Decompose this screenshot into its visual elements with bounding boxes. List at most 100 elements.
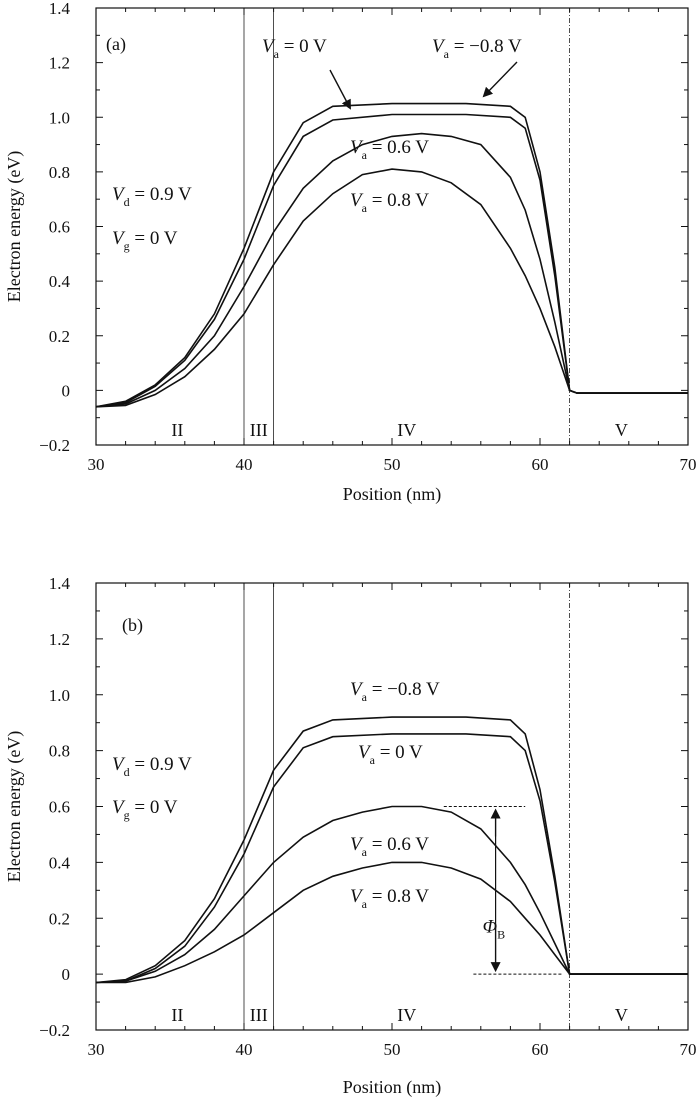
curve-label-subscript: a — [444, 47, 450, 61]
x-tick-label: 70 — [680, 1040, 697, 1059]
y-tick-label: 0.6 — [49, 218, 70, 237]
region-label: III — [250, 420, 268, 440]
barrier-height-label-symbol: Φ — [483, 916, 497, 937]
x-tick-label: 50 — [384, 1040, 401, 1059]
energy-curve-series-4 — [96, 861, 688, 984]
x-axis-title: Position (nm) — [343, 1077, 442, 1098]
curve-label: Va = 0.6 V — [350, 137, 429, 162]
curve-label-symbol: V — [350, 679, 364, 700]
y-tick-label: 0.2 — [49, 909, 70, 928]
label-pointer-arrow — [329, 69, 351, 110]
bias-condition-label-subscript: g — [124, 808, 130, 822]
bias-condition-label-value: = 0.9 V — [130, 754, 192, 775]
curve-label-value: = 0 V — [279, 36, 327, 57]
y-tick-label: 1.0 — [49, 108, 70, 127]
x-tick-label: 40 — [236, 455, 253, 474]
bias-condition-label: Vg = 0 V — [112, 797, 178, 822]
curve-label-subscript: a — [362, 690, 368, 704]
curve-label-subscript: a — [362, 897, 368, 911]
y-tick-label: 1.4 — [49, 574, 71, 593]
x-tick-label: 50 — [384, 455, 401, 474]
region-label: V — [615, 420, 628, 440]
y-axis-title: Electron energy (eV) — [4, 151, 25, 303]
region-label: III — [250, 1005, 268, 1025]
bias-condition-label-symbol: V — [112, 184, 126, 205]
curve-label-symbol: V — [350, 190, 364, 211]
curve-label-symbol: V — [350, 886, 364, 907]
curve-label-symbol: V — [350, 834, 364, 855]
bias-condition-label-value: = 0 V — [130, 228, 178, 249]
energy-curve-series-4 — [95, 168, 688, 408]
curve-label-symbol: V — [262, 36, 276, 57]
curve-label: Va = 0.6 V — [350, 834, 429, 859]
energy-curve-series-3 — [95, 132, 688, 408]
panel-label: (a) — [106, 34, 126, 55]
curve-label-subscript: a — [362, 148, 368, 162]
bias-condition-label-symbol: V — [112, 754, 126, 775]
y-tick-label: 1.2 — [49, 54, 70, 73]
region-label: IV — [397, 1005, 416, 1025]
y-tick-label: −0.2 — [39, 1021, 70, 1040]
y-tick-label: −0.2 — [39, 436, 70, 455]
curve-label-value: = 0.6 V — [367, 834, 429, 855]
x-axis-title: Position (nm) — [343, 484, 442, 505]
chart-panel-a: −0.2 0 0.2 0.4 0.6 0.8 1.0 1.2 1.4 30 40 50 60 70 Posi… — [4, 0, 697, 505]
bias-condition-label: Vd = 0.9 V — [112, 754, 192, 779]
bias-condition-label-subscript: d — [124, 765, 130, 779]
y-tick-label: 1.2 — [49, 630, 70, 649]
x-tick-label: 60 — [532, 455, 549, 474]
chart-panel-b: −0.2 0 0.2 0.4 0.6 0.8 1.0 1.2 1.4 30 40 50 60 70 Posi… — [4, 574, 697, 1098]
curve-label-symbol: V — [358, 742, 372, 763]
region-label: IV — [397, 420, 416, 440]
bias-condition-label-value: = 0.9 V — [130, 184, 192, 205]
curve-label-symbol: V — [432, 36, 446, 57]
bias-condition-label: Vd = 0.9 V — [112, 184, 192, 209]
curve-label: Va = 0.8 V — [350, 190, 429, 215]
y-tick-label: 0.2 — [49, 327, 70, 346]
bias-condition-label-subscript: g — [124, 239, 130, 253]
bias-condition-label-subscript: d — [124, 195, 130, 209]
region-label: II — [171, 420, 183, 440]
panel-label: (b) — [122, 615, 143, 636]
y-tick-label: 0.8 — [49, 742, 70, 761]
energy-curve-series-3 — [95, 805, 688, 984]
bias-condition-label: Vg = 0 V — [112, 228, 178, 253]
curve-label-value: = −0.8 V — [367, 679, 440, 700]
y-tick-label: 0 — [62, 965, 71, 984]
curve-label-value: = 0.6 V — [367, 137, 429, 158]
curve-label: Va = 0 V — [262, 36, 327, 61]
curve-label: Va = 0 V — [358, 742, 423, 767]
curve-label-value: = 0 V — [375, 742, 423, 763]
x-tick-label: 60 — [532, 1040, 549, 1059]
label-pointer-arrow — [482, 61, 518, 98]
curve-label: Va = 0.8 V — [350, 886, 429, 911]
energy-curve-series-2 — [95, 113, 688, 408]
curve-label: Va = −0.8 V — [350, 679, 440, 704]
curve-label-value: = −0.8 V — [449, 36, 522, 57]
bias-condition-label-symbol: V — [112, 228, 126, 249]
curve-label: Va = −0.8 V — [432, 36, 522, 61]
x-tick-label: 30 — [88, 1040, 105, 1059]
y-tick-label: 0.4 — [49, 853, 71, 872]
plot-frame — [95, 7, 689, 446]
curve-label-subscript: a — [362, 845, 368, 859]
y-tick-label: 0.8 — [49, 163, 70, 182]
curve-label-value: = 0.8 V — [367, 190, 429, 211]
y-axis-title: Electron energy (eV) — [4, 731, 25, 883]
y-tick-label: 0 — [62, 381, 71, 400]
barrier-height-label-subscript: B — [497, 927, 505, 941]
curve-label-subscript: a — [370, 753, 376, 767]
bias-condition-label-symbol: V — [112, 797, 126, 818]
x-tick-label: 30 — [88, 455, 105, 474]
x-tick-label: 70 — [680, 455, 697, 474]
x-tick-label: 40 — [236, 1040, 253, 1059]
barrier-height-label: ΦB — [483, 916, 505, 941]
y-tick-label: 1.0 — [49, 686, 70, 705]
y-tick-label: 0.6 — [49, 798, 70, 817]
curve-label-value: = 0.8 V — [367, 886, 429, 907]
curve-label-symbol: V — [350, 137, 364, 158]
curve-label-subscript: a — [362, 201, 368, 215]
bias-condition-label-value: = 0 V — [130, 797, 178, 818]
y-tick-label: 1.4 — [49, 0, 71, 18]
